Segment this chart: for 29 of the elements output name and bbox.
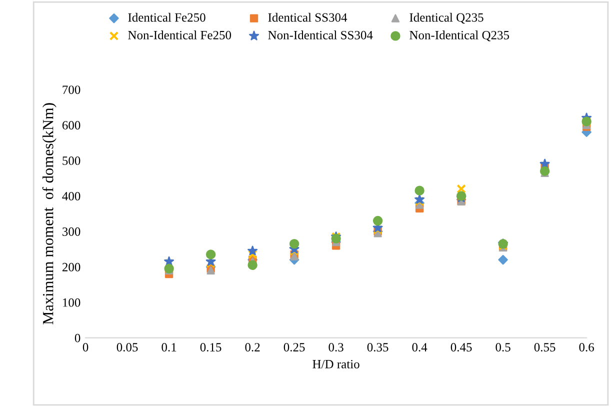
legend-label: Identical Q235	[410, 12, 484, 24]
legend-label: Identical SS304	[268, 12, 348, 22]
y-tick-label: 700	[62, 86, 80, 94]
x-tick-label: 0.15	[200, 343, 222, 352]
y-axis-title: Maximum moment of domes(kNm)	[42, 103, 56, 324]
x-tick-label: 0.1	[162, 343, 176, 352]
y-tick-label: 400	[62, 192, 80, 200]
legend-label: Non-Identical Fe250	[128, 30, 232, 40]
x-tick-label: 0.25	[284, 343, 305, 352]
legend-label: Identical Fe250	[128, 12, 206, 22]
legend-label: Non-Identical Q235	[410, 30, 510, 42]
x-tick-label: 0.05	[116, 343, 138, 352]
x-tick-label: 0	[82, 343, 88, 352]
x-tick-label: 0.6	[579, 343, 594, 352]
x-tick-label: 0.45	[450, 343, 472, 352]
x-tick-label: 0.55	[534, 343, 556, 352]
x-tick-label: 0.4	[412, 343, 428, 352]
y-tick-label: 100	[63, 298, 80, 307]
x-tick-label: 0.3	[328, 343, 344, 352]
y-tick-label: 0	[74, 334, 80, 342]
y-tick-label: 300	[62, 227, 80, 236]
y-tick-label: 200	[62, 262, 80, 272]
x-tick-label: 0.35	[367, 343, 388, 352]
y-tick-label: 500	[62, 156, 80, 165]
legend-label: Non-Identical SS304	[268, 30, 373, 40]
x-tick-label: 0.2	[245, 343, 260, 352]
x-axis-title: H/D ratio	[312, 360, 360, 368]
x-tick-label: 0.5	[496, 343, 510, 352]
y-tick-label: 600	[62, 121, 80, 130]
